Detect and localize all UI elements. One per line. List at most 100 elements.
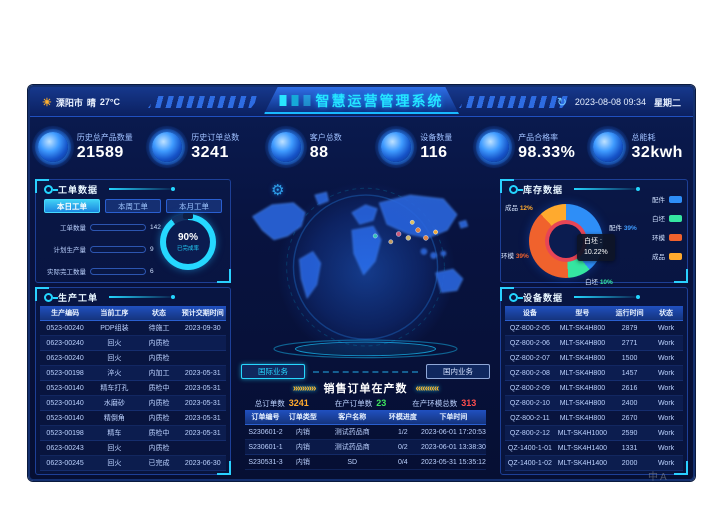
table-cell: 2670 [621, 414, 638, 422]
table-cell: Work [657, 339, 675, 347]
panel-key-icon [44, 292, 58, 302]
kpi-label: 总能耗 [631, 133, 656, 142]
table-row: 0623-00240 回火 内质检 [40, 336, 226, 351]
header-stripes-left [148, 96, 260, 108]
kpi-value: 21589 [76, 144, 124, 161]
arrows-right-icon: ««««« [415, 382, 440, 394]
panel-title: 工单数据 [58, 184, 99, 195]
callout-ring-dies: 环模 39% [501, 253, 529, 260]
stat-label: 在产环模总数 [412, 398, 458, 408]
stat-total-orders: 总订单数 3241 [255, 398, 309, 409]
table-cell: 内加工 [148, 370, 170, 377]
table-cell: 内质检 [148, 400, 170, 407]
tab-month-orders[interactable]: 本月工单 [166, 199, 222, 213]
inventory-legend: 配件 白坯 环模 成品 [652, 194, 682, 261]
kpi-value: 98.33% [518, 144, 576, 161]
gear-icon[interactable]: ⚙ [271, 182, 285, 199]
kpi-value: 116 [420, 144, 448, 161]
panel-title: 设备数据 [523, 292, 564, 303]
table-row: 0623-00240 回火 内质检 [40, 351, 226, 366]
refresh-icon[interactable]: ↻ [556, 95, 567, 109]
kpi-energy: 总能耗 32kwh [583, 119, 694, 175]
table-cell: 2400 [621, 399, 638, 407]
kpi-label: 历史总产品数量 [76, 133, 133, 142]
table-cell: 精车 [107, 430, 122, 437]
business-buttons-row: 国际业务 国内业务 [241, 363, 490, 380]
tab-today-orders[interactable]: 本日工单 [44, 199, 100, 213]
table-cell: Work [657, 384, 675, 392]
sales-stats-row: 总订单数 3241 在产订单数 23 在产环模总数 313 [241, 396, 490, 410]
table-cell: Work [657, 399, 675, 407]
kpi-label: 客户总数 [309, 133, 342, 142]
table-row: QZ-800-2-08 MLT-SK4H800 1457 Work [505, 366, 683, 381]
table-cell: QZ-800-2-12 [509, 429, 550, 437]
dashboard-body: 工单数据 本日工单 本周工单 本月工单 工单数量 142 [35, 179, 688, 475]
table-cell: 已完成 [148, 460, 170, 467]
bar-actual-finished: 实际完工数量 6 [44, 266, 164, 276]
table-cell: MLT-SK4H1400 [557, 444, 608, 452]
table-cell: 0623-00240 [46, 339, 84, 347]
work-order-tabs: 本日工单 本周工单 本月工单 [36, 198, 230, 217]
table-cell: 0523-00140 [46, 384, 84, 392]
panel-title-line [574, 187, 641, 191]
gauge-value: 90% [177, 232, 198, 243]
table-cell: MLT-SK4H800 [559, 339, 606, 347]
legend-item-finished[interactable]: 成品 [652, 251, 682, 261]
table-cell: 内质检 [148, 355, 170, 362]
table-row: S230531-3 内销 SD 0/4 2023-05-31 15:35:12 [245, 455, 486, 470]
weather-widget: ☀ 溧阳市 晴 27°C [42, 87, 120, 117]
table-cell: S230531-3 [248, 458, 283, 466]
table-cell: QZ-800-2-10 [509, 399, 550, 407]
international-business-button[interactable]: 国际业务 [241, 364, 305, 379]
banner-deco-square [291, 95, 299, 106]
bar-label: 实际完工数量 [47, 269, 86, 276]
table-cell: 1500 [621, 354, 638, 362]
gauge-notch [183, 213, 193, 219]
table-cell: QZ-800-2-05 [509, 324, 550, 332]
table-cell: 2023-05-31 [184, 429, 221, 437]
table-row: QZ-800-2-06 MLT-SK4H800 2771 Work [505, 336, 683, 351]
datetime-label: 2023-08-08 09:34 [574, 97, 646, 107]
table-cell: 2771 [621, 339, 638, 347]
table-cell: Work [657, 324, 675, 332]
panel-key-icon [509, 184, 523, 194]
bar-value: 6 [150, 267, 154, 275]
column-header: 当前工序 [100, 310, 129, 317]
column-header: 环模进度 [388, 414, 417, 421]
table-cell: 2879 [621, 324, 638, 332]
table-cell: 2023-06-30 [184, 459, 221, 467]
left-column: 工单数据 本日工单 本周工单 本月工单 工单数量 142 [35, 179, 231, 475]
table-row: QZ-800-2-12 MLT-SK4H1000 2590 Work [505, 426, 683, 441]
bar-track [90, 223, 146, 231]
table-cell: MLT-SK4H1400 [557, 459, 608, 467]
bar-value: 142 [150, 223, 161, 231]
kpi-orb-icon [270, 132, 301, 162]
kpi-orb-icon [479, 132, 510, 162]
domestic-business-button[interactable]: 国内业务 [426, 364, 490, 379]
bar-order-count: 工单数量 142 [44, 222, 164, 232]
table-cell: SD [347, 458, 358, 466]
table-row: 0523-00140 精倒角 内质检 2023-05-31 [40, 411, 226, 426]
equipment-table: 设备 型号 运行时间 状态 QZ-800-2-05 MLT-SK4H800 2879 Work… [501, 306, 687, 474]
legend-swatch [669, 214, 682, 222]
table-cell: S230601-2 [248, 428, 283, 436]
kpi-orb-icon [381, 132, 412, 162]
column-header: 订单类型 [288, 414, 317, 421]
stat-in-production-orders: 在产订单数 23 [335, 398, 387, 409]
top-header: ☀ 溧阳市 晴 27°C 智慧运营管理系统 ↻ 2023-08-08 09:34… [30, 87, 693, 117]
table-cell: 测试药品商 [334, 429, 370, 436]
table-row: 0523-00198 淬火 内加工 2023-05-31 [40, 366, 226, 381]
gauge-ring [160, 214, 216, 270]
world-map [252, 187, 469, 359]
legend-item-parts[interactable]: 配件 [652, 194, 682, 204]
legend-item-ring-dies[interactable]: 环模 [652, 232, 682, 242]
legend-item-blanks[interactable]: 白坯 [652, 213, 682, 223]
sales-title-row: »»»»» 销售订单在产数 ««««« [241, 380, 490, 396]
table-row: QZ-800-2-09 MLT-SK4H800 2616 Work [505, 381, 683, 396]
header-stripes-right [459, 96, 571, 108]
table-cell: MLT-SK4H1000 [557, 429, 608, 437]
table-cell: Work [657, 369, 675, 377]
column-header: 状态 [659, 310, 674, 317]
tab-week-orders[interactable]: 本周工单 [105, 199, 161, 213]
callout-blanks: 白坯 10% [585, 279, 613, 286]
